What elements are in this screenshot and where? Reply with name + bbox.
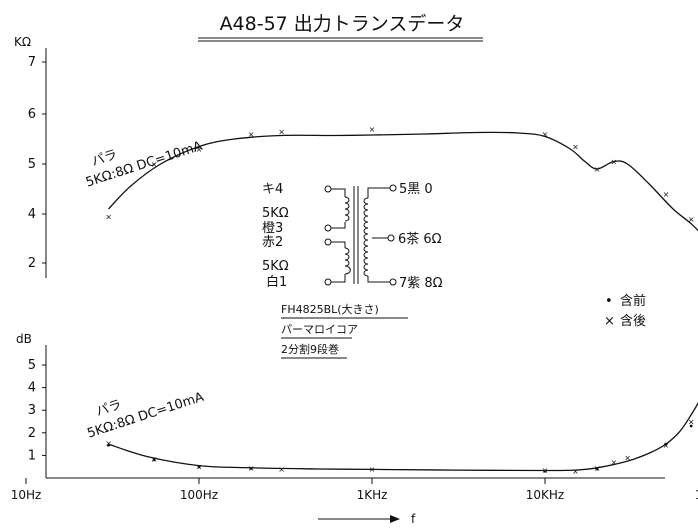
upper-point-after: × [594, 165, 601, 174]
lower-point-before [543, 469, 547, 473]
lower-point-before [197, 465, 201, 469]
upper-point-after: × [248, 130, 255, 139]
secondary-label-6: 6茶 6Ω [398, 231, 442, 247]
lower-point-before [664, 442, 668, 446]
primary-label-2: 赤2 [262, 235, 283, 250]
upper-point-after: × [105, 212, 112, 221]
x-tick-label: 100Hz [180, 488, 218, 502]
primary-label-1: 白1 [266, 274, 287, 290]
upper-y-tick-label: 7 [28, 55, 36, 70]
upper-curve [108, 131, 698, 232]
lower-point-after: × [105, 439, 112, 448]
legend: • 含前 × 含後 [604, 293, 646, 329]
terminal-2 [324, 238, 332, 246]
chart-title: A48-57 出力トランスデータ [220, 13, 465, 35]
lower-point-before [249, 467, 253, 470]
primary-coil-upper [344, 196, 350, 222]
upper-point-after: × [369, 125, 376, 134]
terminal-7 [389, 278, 397, 286]
lower-series: ×××××××××××××× [105, 401, 698, 476]
secondary-leads [367, 187, 390, 283]
x-tick-label: 10KHz [526, 488, 564, 502]
upper-y-label: KΩ [14, 35, 31, 49]
upper-point-after: × [688, 215, 695, 224]
transformer-schematic: キ4 5KΩ 橙3 赤2 5KΩ 白1 5黒 0 6茶 6Ω 7紫 8Ω FH4… [262, 182, 443, 359]
lower-y-ticks: 5 4 3 2 1 [28, 358, 46, 463]
upper-point-after: × [663, 190, 670, 199]
upper-annotation: パラ 5KΩ:8Ω DC=10mA [84, 139, 204, 191]
lower-y-tick-label: 1 [28, 448, 36, 463]
upper-y-tick-label: 2 [28, 256, 36, 271]
upper-point-after: × [151, 160, 158, 169]
lower-point-before [107, 443, 110, 447]
lower-y-tick-label: 3 [28, 403, 36, 418]
lower-point-before [152, 458, 156, 462]
x-tick-label: 100KHz [695, 488, 698, 502]
x-tick-label: 10Hz [11, 488, 42, 502]
primary-label-lower-impedance: 5KΩ [262, 259, 289, 274]
lower-point-before [595, 467, 599, 471]
lower-curve [108, 401, 698, 472]
upper-point-after: × [572, 143, 579, 152]
lower-point-after: × [624, 454, 631, 463]
terminal-4 [324, 185, 332, 193]
primary-label-4: キ4 [262, 182, 283, 197]
secondary-label-5: 5黒 0 [399, 182, 433, 197]
transformer-note-size: FH4825BL(大きさ) [281, 302, 379, 316]
lower-point-after: × [278, 465, 285, 474]
transformer-note-winding: 2分割9段巻 [281, 342, 339, 356]
x-tick-label: 1KHz [357, 488, 388, 502]
legend-label-after: 含後 [620, 313, 646, 329]
lower-y-tick-label: 4 [28, 381, 36, 396]
lower-point-after: × [663, 441, 670, 450]
terminal-3 [324, 224, 332, 232]
upper-point-after: × [196, 145, 203, 154]
upper-point-after: × [278, 128, 285, 137]
terminal-5 [389, 184, 397, 192]
lower-y-tick-label: 5 [28, 358, 36, 373]
x-ticks: 10Hz 100Hz 1KHz 10KHz 100KHz [11, 478, 698, 502]
lower-point-after: × [688, 418, 695, 427]
terminal-1 [324, 278, 332, 286]
lower-point-after: × [572, 467, 579, 476]
lower-y-label: dB [16, 332, 32, 346]
upper-y-tick-label: 6 [28, 107, 36, 122]
legend-marker-before: • [605, 294, 613, 309]
secondary-label-7: 7紫 8Ω [399, 276, 443, 291]
primary-label-3: 橙3 [262, 221, 283, 236]
upper-series: ××××××××××××× [105, 125, 698, 232]
upper-y-tick-label: 5 [28, 157, 36, 172]
lower-annotation: パラ 5KΩ:8Ω DC=10mA [86, 390, 206, 442]
legend-marker-after: × [604, 314, 615, 329]
x-axis-label: f [411, 512, 416, 526]
upper-point-after: × [542, 130, 549, 139]
secondary-coil [363, 197, 369, 277]
upper-y-tick-label: 4 [28, 207, 36, 222]
lower-y-tick-label: 2 [28, 426, 36, 441]
transformer-note-core: パーマロイコア [281, 323, 358, 336]
terminal-6 [387, 234, 395, 242]
primary-coil-lower [344, 247, 351, 275]
lower-point-after: × [369, 465, 376, 474]
frequency-arrowhead [390, 515, 400, 523]
primary-label-upper-impedance: 5KΩ [262, 206, 289, 221]
primary-leads [331, 188, 346, 283]
upper-point-after: × [610, 158, 617, 167]
lower-point-after: × [610, 458, 617, 467]
legend-label-before: 含前 [620, 293, 646, 309]
upper-y-ticks: 7 6 5 4 2 [28, 55, 46, 271]
lower-point-before [689, 424, 693, 428]
